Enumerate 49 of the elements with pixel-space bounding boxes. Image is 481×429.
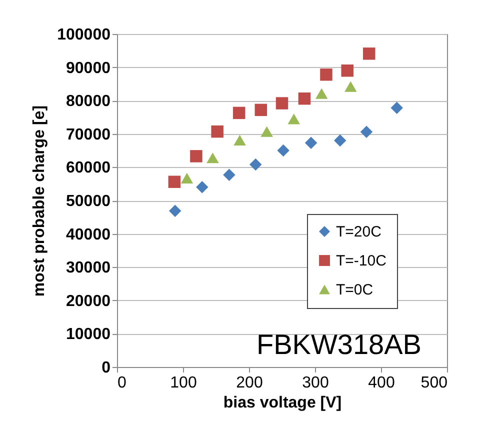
legend-label: T=-10C: [336, 252, 387, 270]
point: [390, 102, 403, 114]
y-tick-label: 60000: [66, 160, 111, 177]
x-axis-title: bias voltage [V]: [223, 394, 342, 412]
y-tick-label: 80000: [66, 93, 111, 110]
point: [234, 134, 246, 146]
y-tick-label: 70000: [66, 126, 111, 144]
y-tick-label: 30000: [66, 260, 111, 277]
point: [276, 97, 288, 110]
y-tick-label: 100000: [57, 26, 111, 44]
point: [260, 126, 273, 137]
legend-label: T=20C: [336, 224, 382, 240]
x-tick-label: 100: [170, 374, 197, 392]
point: [254, 104, 268, 116]
point: [249, 158, 262, 171]
y-tick-label: 0: [102, 360, 111, 376]
point: [223, 168, 236, 181]
point: [320, 68, 332, 81]
point: [190, 150, 202, 162]
y-tick-label: 10000: [66, 326, 111, 344]
point: [232, 106, 246, 120]
point: [211, 125, 224, 138]
point: [362, 48, 376, 60]
point: [304, 136, 318, 150]
point: [277, 144, 290, 157]
point: [168, 176, 181, 188]
legend-label: T=0C: [336, 282, 374, 298]
y-tick-label: 20000: [66, 292, 111, 310]
y-tick-label: 90000: [66, 60, 111, 77]
x-tick-label: 200: [236, 374, 263, 392]
point: [360, 126, 373, 138]
point: [168, 204, 182, 217]
point: [206, 152, 219, 164]
y-tick-label: 40000: [66, 226, 111, 244]
point: [180, 172, 194, 184]
x-tick-label: 300: [302, 374, 329, 392]
point: [341, 64, 354, 77]
point: [344, 81, 357, 92]
point: [334, 134, 346, 147]
x-tick-label: 0: [118, 374, 126, 392]
y-tick-label: 50000: [66, 193, 111, 210]
y-axis-title: most probable charge [e]: [31, 105, 48, 297]
point: [298, 92, 311, 105]
annotation: FBKW318AB: [256, 329, 422, 360]
point: [315, 88, 328, 99]
x-tick-label: 500: [420, 374, 448, 392]
point: [196, 181, 208, 194]
point: [288, 114, 300, 124]
x-tick-label: 400: [368, 374, 395, 392]
